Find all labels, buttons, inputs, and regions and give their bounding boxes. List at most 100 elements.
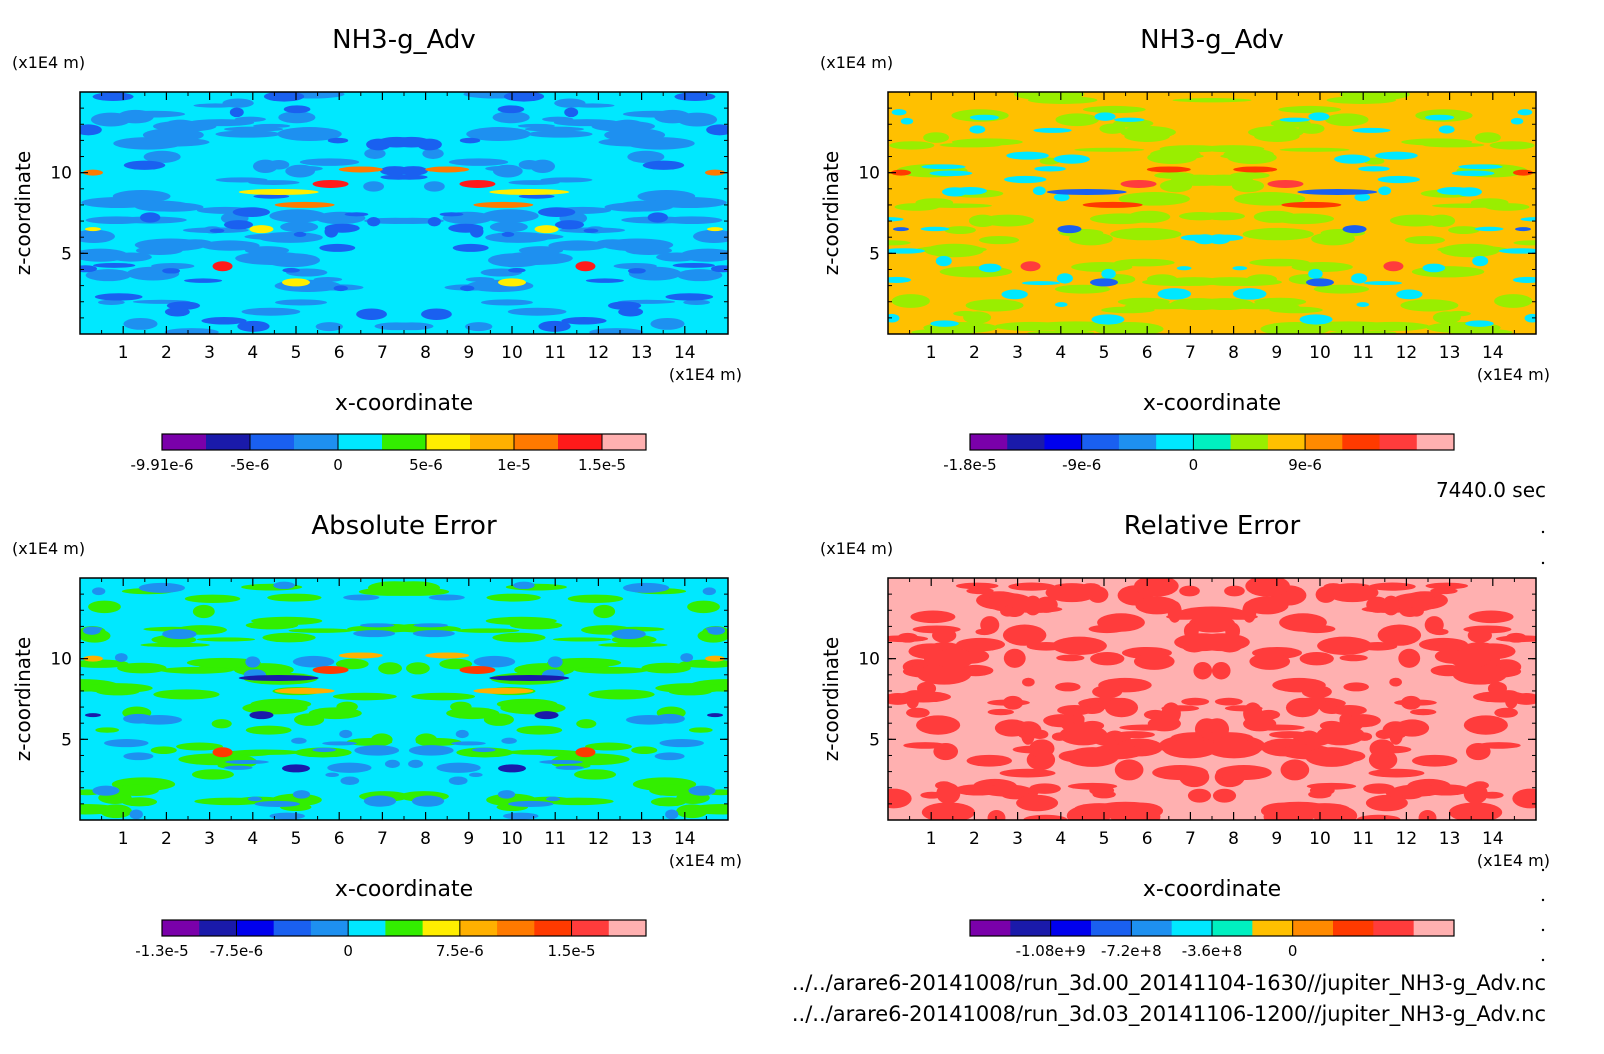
contour-band — [1176, 266, 1192, 271]
x-tick-label: 13 — [631, 829, 653, 849]
error-patch — [955, 637, 1006, 652]
contour-band — [1474, 226, 1504, 232]
colorbar-label: 0 — [1288, 942, 1298, 960]
x-tick-label: 1 — [118, 343, 129, 363]
colorbar-swatch — [1305, 434, 1343, 450]
contour-band — [378, 587, 450, 596]
contour-band — [542, 116, 574, 122]
error-patch — [1080, 720, 1105, 731]
x-tick-label: 14 — [674, 343, 696, 363]
colorbar-swatch — [1091, 920, 1132, 936]
contour-band — [247, 796, 262, 802]
error-patch — [1285, 697, 1320, 718]
contour-band — [201, 317, 247, 325]
contour-band — [618, 307, 644, 317]
contour-band — [485, 165, 521, 172]
contour-band — [319, 243, 356, 252]
x-tick-label: 8 — [420, 829, 431, 849]
contour-band — [1232, 288, 1267, 300]
contour-band — [406, 662, 430, 675]
error-patch — [966, 587, 994, 595]
contour-band — [1120, 126, 1176, 139]
contour-band — [705, 626, 723, 631]
contour-band — [1389, 214, 1442, 227]
contour-band — [561, 317, 607, 325]
contour-band — [366, 138, 391, 151]
x-tick-label: 8 — [1228, 343, 1239, 363]
error-patch — [1512, 788, 1536, 809]
contour-band — [900, 117, 914, 125]
contour-band — [1396, 289, 1423, 300]
contour-band — [292, 655, 335, 668]
contour-band — [164, 328, 219, 334]
contour-band — [140, 642, 210, 648]
contour-band — [473, 655, 516, 668]
colorbar-swatch — [1118, 434, 1157, 450]
contour-band — [1089, 213, 1152, 225]
contour-band — [688, 727, 713, 733]
colorbar-label: 9e-6 — [1288, 456, 1322, 474]
x-tick-label: 2 — [161, 829, 172, 849]
contour-band — [888, 217, 904, 222]
contour-band — [114, 653, 128, 662]
colorbar-label: -1.3e-5 — [135, 942, 188, 960]
contour-band — [978, 263, 1002, 273]
feature-streak — [1090, 278, 1118, 287]
edge-streak — [705, 655, 726, 662]
contour-band — [676, 804, 708, 819]
error-patch — [1035, 596, 1058, 613]
x-unit-label: (x1E4 m) — [669, 851, 742, 870]
error-patch — [994, 719, 1029, 737]
contour-band — [1279, 117, 1311, 122]
error-patch — [1066, 747, 1119, 767]
contour-band — [192, 604, 215, 619]
x-tick-label: 9 — [1271, 343, 1282, 363]
contour-band — [411, 692, 476, 701]
contour-band — [1456, 187, 1482, 197]
error-patch — [1008, 582, 1056, 591]
x-tick-label: 5 — [291, 343, 302, 363]
colorbar-swatch — [1081, 434, 1120, 450]
contour-band — [209, 228, 225, 233]
error-patch — [1411, 754, 1458, 767]
contour-band — [293, 231, 307, 237]
error-patch — [1225, 622, 1241, 640]
error-patch — [906, 707, 930, 718]
error-patch — [1016, 794, 1059, 812]
contour-band — [292, 790, 311, 799]
contour-band — [267, 593, 322, 602]
colorbar-swatch — [1010, 920, 1052, 936]
contour-band — [225, 759, 269, 765]
contour-band — [1004, 175, 1047, 184]
error-patch — [1395, 719, 1430, 737]
contour-band — [370, 733, 393, 746]
contour-band — [439, 658, 473, 670]
contour-band — [929, 170, 973, 177]
error-patch — [1313, 805, 1358, 820]
x-tick-label: 6 — [334, 829, 345, 849]
error-patch — [1183, 622, 1199, 640]
y-unit-label: (x1E4 m) — [820, 539, 893, 558]
feature-streak — [1082, 201, 1143, 208]
contour-band — [428, 594, 465, 601]
contour-band — [501, 737, 517, 744]
error-patch — [1162, 739, 1218, 759]
feature-streak — [489, 189, 570, 196]
error-patch — [1055, 682, 1081, 692]
x-tick-label: 2 — [969, 829, 980, 849]
error-patch — [1249, 653, 1291, 670]
contour-band — [593, 604, 616, 619]
contour-band — [439, 212, 464, 217]
contour-band — [117, 662, 167, 674]
colorbar-swatch — [1171, 920, 1213, 936]
contour-band — [1195, 175, 1242, 185]
contour-band — [1404, 235, 1445, 245]
chart-title: Absolute Error — [311, 511, 497, 541]
contour-band — [567, 594, 624, 603]
error-patch — [1365, 794, 1408, 812]
contour-band — [1326, 96, 1397, 104]
contour-band — [465, 322, 493, 332]
contour-band — [211, 719, 232, 729]
x-tick-label: 14 — [674, 829, 696, 849]
contour-band — [588, 689, 655, 700]
